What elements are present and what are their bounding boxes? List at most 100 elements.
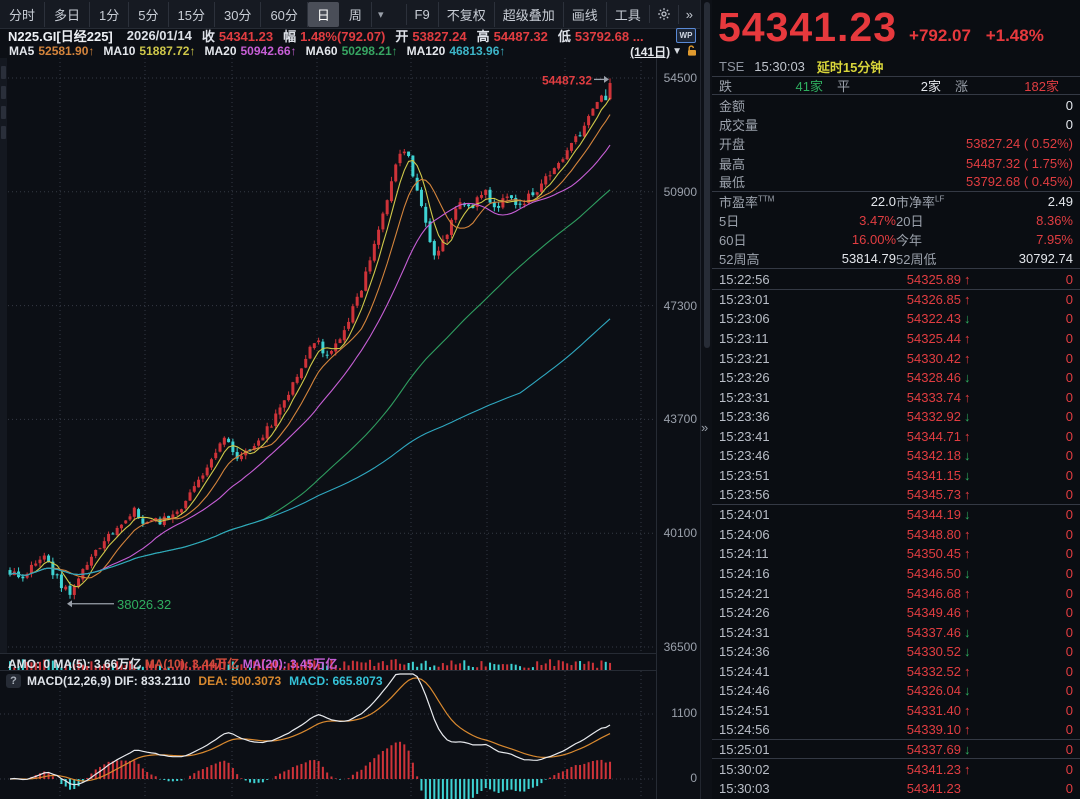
tick-volume: 0 [1065, 781, 1073, 797]
volume-legend-part: MA(10): 3.44万亿 [144, 657, 243, 671]
tick-row[interactable]: 15:24:16 54346.50 ↓ 0 [712, 564, 1080, 584]
stat-half: 市盈率TTM 22.0 [719, 192, 896, 211]
dock-button[interactable] [1, 86, 6, 99]
tick-time: 15:24:01 [719, 507, 770, 523]
tick-row[interactable]: 15:24:31 54337.46 ↓ 0 [712, 622, 1080, 642]
tick-price: 54337.46 [906, 624, 961, 640]
tick-list[interactable]: 15:22:56 54325.89 ↑ 0 15:23:01 54326.85 ↑ 0 15:2… [712, 270, 1080, 799]
tick-volume: 0 [1065, 761, 1073, 777]
gear-icon[interactable] [648, 5, 678, 23]
tick-row[interactable]: 15:23:06 54322.43 ↓ 0 [712, 309, 1080, 329]
tick-time: 15:23:21 [719, 350, 770, 366]
tick-price: 54326.85 [906, 291, 961, 307]
scrollbar-thumb[interactable] [704, 2, 710, 348]
stat-row: 成交量 0 [712, 115, 1080, 134]
collapse-panel-icon[interactable]: » [701, 420, 709, 435]
tick-row[interactable]: 15:24:46 54326.04 ↓ 0 [712, 681, 1080, 701]
tick-time: 15:23:31 [719, 389, 770, 405]
tick-row[interactable]: 15:24:41 54332.52 ↑ 0 [712, 662, 1080, 682]
stat-half: 52周高 53814.79 [719, 249, 896, 268]
stat-label: 52周高 [719, 252, 760, 268]
tick-row[interactable]: 15:24:56 54339.10 ↑ 0 [712, 720, 1080, 740]
chart-period-toolbar: 分时 多日 1分 5分 15分 30分 60分日周 ▾ F9 不复权 超级叠加 画线 工具 » [0, 0, 700, 29]
tick-time: 15:25:01 [719, 741, 770, 757]
macd-pane[interactable]: ? MACD(12,26,9) DIF: 833.2110 DEA: 500.30… [0, 670, 656, 799]
unlock-icon[interactable] [686, 45, 698, 57]
ma-item-MA120: MA120 46813.96↑ [398, 44, 506, 58]
more-tools-chevron[interactable]: » [677, 4, 700, 24]
tick-row[interactable]: 15:24:01 54344.19 ↓ 0 [712, 505, 1080, 525]
stat-value: 2.49 [1047, 194, 1073, 210]
tick-row[interactable]: 15:24:06 54348.80 ↑ 0 [712, 525, 1080, 545]
stat-label: 5日 [719, 214, 740, 230]
tab-多日[interactable]: 多日 [45, 1, 91, 27]
wp-window-icon[interactable]: WP [676, 28, 696, 43]
tab-15分[interactable]: 15分 [169, 1, 215, 27]
tick-row[interactable]: 15:24:11 54350.45 ↑ 0 [712, 544, 1080, 564]
tab-30分[interactable]: 30分 [215, 1, 262, 27]
axis-label-43700: 43700 [663, 412, 697, 427]
toolbar-button-工具[interactable]: 工具 [605, 1, 649, 27]
tick-row[interactable]: 15:30:03 54341.23 0 [712, 779, 1080, 799]
toolbar-button-F9[interactable]: F9 [405, 3, 438, 25]
tick-row[interactable]: 15:23:21 54330.42 ↑ 0 [712, 348, 1080, 368]
tick-row[interactable]: 15:24:36 54330.52 ↓ 0 [712, 642, 1080, 662]
quote-field-value: 54341.23 [218, 29, 274, 44]
tick-row[interactable]: 15:24:26 54349.46 ↑ 0 [712, 603, 1080, 623]
tick-row[interactable]: 15:23:41 54344.71 ↑ 0 [712, 427, 1080, 447]
tick-row[interactable]: 15:25:01 54337.69 ↓ 0 [712, 740, 1080, 760]
tick-row[interactable]: 15:24:51 54331.40 ↑ 0 [712, 701, 1080, 721]
price-change: +792.07 +1.48% [909, 26, 1044, 46]
tick-row[interactable]: 15:23:56 54345.73 ↑ 0 [712, 485, 1080, 505]
panel-divider[interactable]: » [700, 0, 713, 799]
tick-row[interactable]: 15:22:56 54325.89 ↑ 0 [712, 270, 1080, 290]
tab-分时[interactable]: 分时 [0, 1, 46, 27]
tab-60分[interactable]: 60分 [261, 1, 308, 27]
chevron-down-icon[interactable]: ▼ [672, 45, 682, 57]
visible-bars-count[interactable]: (141日) [630, 44, 671, 59]
delay-badge: 延时15分钟 [816, 60, 884, 75]
stat-label: 市净率LF [896, 194, 945, 211]
tick-row[interactable]: 15:30:02 54341.23 ↑ 0 [712, 759, 1080, 779]
tick-row[interactable]: 15:23:46 54342.18 ↓ 0 [712, 446, 1080, 466]
tick-price: 54328.46 [906, 370, 961, 386]
tab-1分[interactable]: 1分 [90, 1, 130, 27]
stat-label: 最低 [719, 175, 746, 191]
arrow-up-icon: ↑ [964, 703, 971, 718]
tab-周[interactable]: 周 [340, 1, 372, 27]
arrow-up-icon: ↑ [964, 546, 971, 562]
volume-strip[interactable]: AMO: 0 MA(5): 3.66万亿 MA(10): 3.44万亿 MA(2… [0, 653, 656, 671]
arrow-up-icon: ↑ [964, 271, 971, 287]
tick-row[interactable]: 15:23:01 54326.85 ↑ 0 [712, 290, 1080, 310]
tab-日[interactable]: 日 [307, 1, 339, 27]
toolbar-button-不复权[interactable]: 不复权 [437, 1, 494, 27]
quote-field-label: 收 [201, 29, 215, 44]
help-icon[interactable]: ? [6, 674, 21, 688]
dropdown-caret-icon[interactable]: ▾ [377, 8, 384, 21]
tick-volume: 0 [1065, 683, 1073, 699]
quote-field-label: 开 [395, 29, 409, 44]
tick-row[interactable]: 15:23:36 54332.92 ↓ 0 [712, 407, 1080, 427]
tick-row[interactable]: 15:23:11 54325.44 ↑ 0 [712, 329, 1080, 349]
dock-button[interactable] [1, 126, 6, 139]
stat-half: 20日 8.36% [896, 211, 1073, 230]
toolbar-right: F9 不复权 超级叠加 画线 工具 » [405, 1, 700, 27]
arrow-up-icon: ↑ [964, 331, 971, 347]
candlestick-chart[interactable]: 54487.32 38026.32 [0, 58, 656, 653]
quote-field-高: 高 54487.32 [467, 26, 548, 45]
tick-time: 15:23:26 [719, 370, 770, 386]
dock-button[interactable] [1, 66, 6, 79]
tick-row[interactable]: 15:23:26 54328.46 ↓ 0 [712, 368, 1080, 388]
tick-row[interactable]: 15:24:21 54346.68 ↑ 0 [712, 583, 1080, 603]
tick-time: 15:23:11 [719, 331, 769, 347]
tick-row[interactable]: 15:23:31 54333.74 ↑ 0 [712, 387, 1080, 407]
dock-button[interactable] [1, 106, 6, 119]
left-dock-strip[interactable] [0, 58, 7, 653]
period-tabs: 分时 多日 1分 5分 15分 30分 60分日周 ▾ [0, 1, 389, 27]
tab-5分[interactable]: 5分 [129, 1, 169, 27]
toolbar-button-画线[interactable]: 画线 [562, 1, 606, 27]
arrow-down-icon: ↓ [964, 741, 971, 757]
tick-row[interactable]: 15:23:51 54341.15 ↓ 0 [712, 466, 1080, 486]
toolbar-button-超级叠加[interactable]: 超级叠加 [493, 1, 563, 27]
